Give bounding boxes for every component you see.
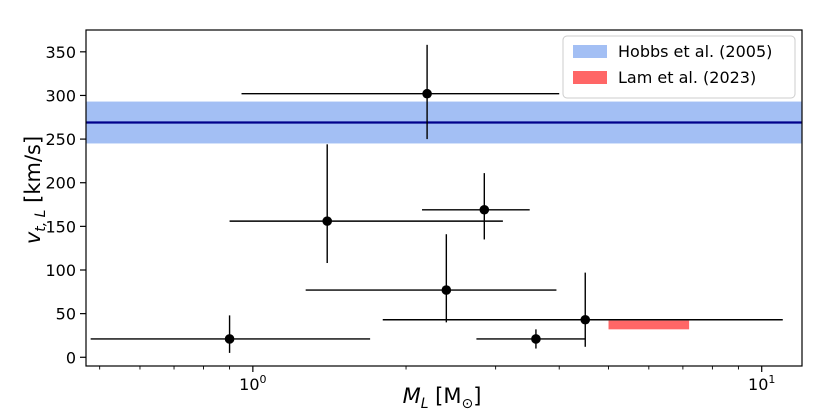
data-point-1 [241, 44, 560, 140]
y-tick-label-0: 0 [66, 348, 76, 367]
axes-layer: 0 50 100 150 200 250 300 350 100 101 [45, 29, 803, 394]
legend-swatch-1 [573, 71, 607, 84]
legend-label-1: Lam et al. (2023) [618, 68, 756, 87]
data-point-3 [422, 173, 530, 240]
point-marker [441, 285, 452, 295]
y-tick-label-250: 250 [45, 130, 76, 149]
point-marker [422, 88, 432, 99]
legend: Hobbs et al. (2005) Lam et al. (2023) [562, 35, 796, 99]
legend-frame [562, 35, 796, 99]
data-point-5 [476, 329, 586, 349]
y-tick-label-50: 50 [56, 305, 76, 324]
y-tick-label-200: 200 [45, 174, 76, 193]
point-marker [479, 204, 490, 215]
axis-labels: vt, L [km/s] ML [M⊙] [21, 136, 481, 410]
x-tick-label-1: 100 [239, 373, 266, 394]
box-0 [608, 320, 690, 330]
legend-swatch-0 [573, 45, 607, 58]
y-tick-label-150: 150 [45, 217, 76, 236]
data-point-2 [229, 144, 503, 264]
point-marker [580, 314, 591, 325]
point-marker [322, 216, 333, 226]
legend-label-0: Hobbs et al. (2005) [618, 42, 772, 61]
plot-layer [86, 44, 802, 353]
plot-area [86, 44, 802, 353]
plot-frame [85, 29, 803, 367]
data-point-4 [305, 234, 557, 323]
data-point-0 [90, 315, 371, 353]
y-tick-label-300: 300 [45, 86, 76, 105]
point-marker [531, 334, 541, 344]
y-tick-label-350: 350 [45, 43, 76, 62]
x-axis-label: ML [M⊙] [403, 384, 482, 410]
data-point-6 [382, 272, 783, 347]
y-tick-label-100: 100 [45, 261, 76, 280]
x-tick-label-10: 101 [748, 373, 775, 394]
y-axis-label: vt, L [km/s] [21, 136, 49, 244]
point-marker [224, 334, 235, 344]
